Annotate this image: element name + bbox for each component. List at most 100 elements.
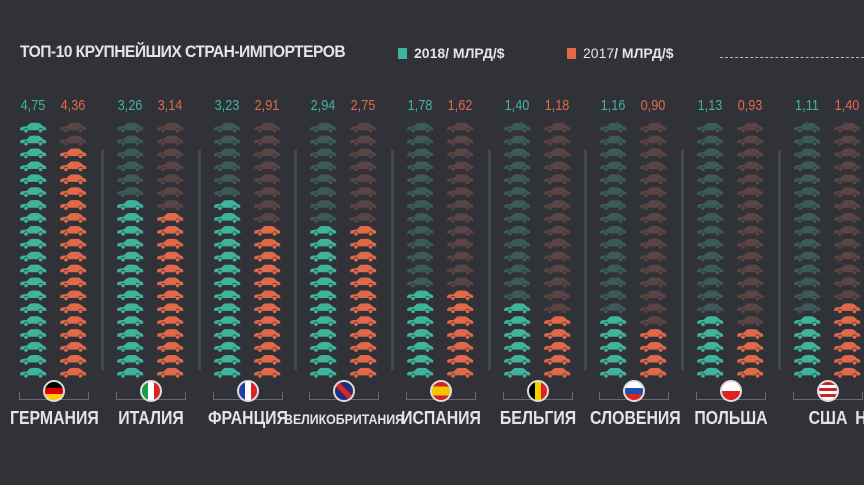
car-icon — [407, 225, 434, 236]
value-label-2017: 0,93 — [737, 97, 763, 114]
car-icon — [737, 238, 764, 249]
car-icon — [794, 148, 821, 159]
value-label-2018: 1,40 — [504, 97, 530, 114]
car-icon — [504, 225, 531, 236]
car-icon — [407, 174, 434, 185]
value-label-2017: 2,91 — [254, 97, 280, 114]
car-icon — [407, 264, 434, 275]
car-icon — [737, 264, 764, 275]
car-icon — [350, 354, 377, 365]
car-icon — [350, 200, 377, 210]
car-icon — [20, 264, 47, 275]
column-separator — [488, 150, 491, 370]
value-label-2018: 1,78 — [407, 97, 433, 114]
car-icon — [157, 303, 184, 314]
car-icon — [544, 187, 571, 198]
car-icon — [254, 161, 281, 172]
car-icon — [117, 200, 144, 210]
car-icon — [350, 161, 377, 172]
car-icon — [697, 303, 724, 314]
car-icon — [504, 329, 531, 339]
car-icon — [350, 251, 377, 262]
car-icon — [117, 290, 144, 301]
car-icon — [407, 342, 434, 352]
car-icon — [447, 122, 474, 133]
car-icon — [310, 329, 337, 339]
car-icon — [504, 238, 531, 249]
car-icon — [447, 161, 474, 172]
car-icon — [254, 187, 281, 198]
car-icon — [60, 148, 87, 159]
car-icon — [447, 290, 474, 301]
car-icon — [214, 342, 241, 352]
car-icon — [834, 342, 861, 352]
car-icon — [697, 148, 724, 159]
car-icon — [504, 122, 531, 133]
car-icon — [157, 148, 184, 159]
car-icon — [214, 367, 241, 378]
flag-italy-icon — [140, 380, 162, 402]
car-icon — [407, 200, 434, 210]
car-icon — [20, 148, 47, 159]
car-icon — [600, 316, 627, 327]
car-icon — [640, 316, 667, 327]
car-icon — [834, 238, 861, 249]
car-icon — [20, 342, 47, 352]
car-icon — [214, 148, 241, 159]
car-icon — [600, 354, 627, 365]
car-icon — [447, 135, 474, 146]
car-icon — [737, 354, 764, 365]
car-icon — [737, 367, 764, 378]
value-label-2017: 4,36 — [60, 97, 86, 114]
car-icon — [737, 225, 764, 236]
car-icon — [254, 354, 281, 365]
car-icon — [20, 316, 47, 327]
car-icon — [350, 135, 377, 146]
car-icon — [600, 251, 627, 262]
car-icon — [117, 238, 144, 249]
car-icon — [640, 367, 667, 378]
car-icon — [794, 238, 821, 249]
car-icon — [544, 329, 571, 339]
car-icon — [544, 213, 571, 223]
car-icon — [117, 122, 144, 133]
car-icon — [60, 277, 87, 288]
value-label-2018: 1,11 — [795, 97, 819, 114]
car-icon — [214, 225, 241, 236]
car-icon — [640, 200, 667, 210]
car-icon — [157, 122, 184, 133]
car-icon — [214, 329, 241, 339]
car-icon — [254, 303, 281, 314]
car-icon — [350, 303, 377, 314]
car-icon — [504, 148, 531, 159]
car-icon — [600, 238, 627, 249]
car-icon — [60, 316, 87, 327]
car-icon — [697, 200, 724, 210]
car-icon — [407, 161, 434, 172]
car-icon — [640, 277, 667, 288]
car-icon — [447, 238, 474, 249]
legend-year: 2017 — [583, 45, 615, 61]
car-icon — [504, 187, 531, 198]
car-icon — [407, 135, 434, 146]
car-icon — [600, 277, 627, 288]
car-icon — [697, 277, 724, 288]
car-icon — [447, 277, 474, 288]
car-icon — [640, 122, 667, 133]
car-icon — [157, 225, 184, 236]
car-icon — [640, 264, 667, 275]
car-icon — [737, 148, 764, 159]
car-icon — [157, 213, 184, 223]
country-label: ГЕРМАНИЯ — [10, 408, 99, 428]
car-icon — [350, 277, 377, 288]
car-icon — [504, 161, 531, 172]
chart-title: ТОП-10 КРУПНЕЙШИХ СТРАН-ИМПОРТЕРОВ — [20, 42, 346, 61]
car-icon — [447, 225, 474, 236]
car-icon — [544, 225, 571, 236]
car-icon — [310, 238, 337, 249]
car-icon — [544, 354, 571, 365]
car-icon — [20, 354, 47, 365]
car-icon — [214, 251, 241, 262]
car-icon — [214, 200, 241, 210]
car-icon — [544, 238, 571, 249]
